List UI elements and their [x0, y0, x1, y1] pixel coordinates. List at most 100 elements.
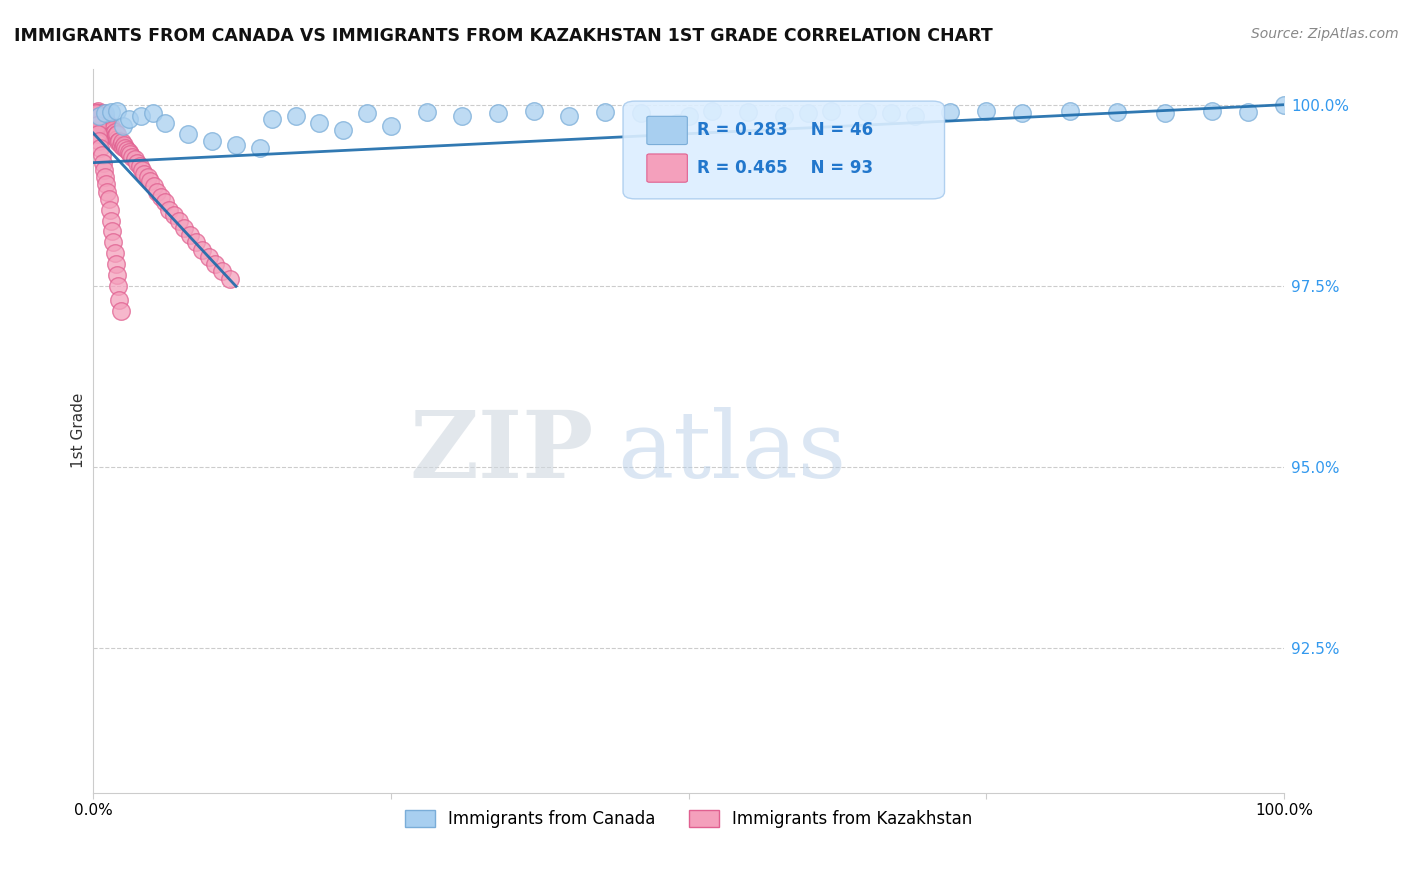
- Point: [157, 202, 180, 217]
- Point: [197, 250, 219, 264]
- Point: [356, 106, 378, 120]
- Point: [90, 111, 112, 125]
- Point: [630, 106, 652, 120]
- Point: [94, 106, 117, 120]
- Point: [104, 257, 127, 271]
- Point: [91, 155, 114, 169]
- Point: [86, 118, 108, 132]
- Point: [451, 109, 474, 123]
- Point: [104, 128, 127, 143]
- Point: [150, 190, 173, 204]
- Y-axis label: 1st Grade: 1st Grade: [72, 392, 86, 468]
- Point: [107, 278, 129, 293]
- Point: [84, 106, 107, 120]
- Point: [136, 170, 159, 185]
- Point: [100, 105, 122, 120]
- Point: [96, 113, 118, 128]
- Point: [96, 120, 118, 135]
- Point: [115, 143, 138, 157]
- Text: ZIP: ZIP: [409, 408, 593, 498]
- Point: [112, 137, 135, 152]
- Point: [96, 185, 118, 199]
- Point: [110, 137, 132, 152]
- Point: [103, 127, 125, 141]
- Point: [89, 113, 111, 128]
- FancyBboxPatch shape: [647, 154, 688, 182]
- Point: [101, 224, 124, 238]
- Point: [94, 116, 117, 130]
- Point: [593, 105, 616, 120]
- Point: [146, 185, 169, 199]
- Text: atlas: atlas: [617, 408, 846, 498]
- Point: [90, 117, 112, 131]
- Point: [87, 127, 110, 141]
- Point: [100, 213, 122, 227]
- Point: [100, 125, 122, 139]
- Point: [204, 257, 226, 271]
- Point: [134, 167, 156, 181]
- Point: [100, 120, 122, 134]
- Text: R = 0.283    N = 46: R = 0.283 N = 46: [697, 121, 873, 139]
- Point: [308, 116, 330, 130]
- Point: [105, 103, 128, 118]
- Point: [190, 243, 212, 257]
- Point: [284, 109, 307, 123]
- Point: [128, 159, 150, 173]
- Point: [97, 192, 120, 206]
- Point: [124, 152, 146, 166]
- Point: [89, 118, 111, 132]
- FancyBboxPatch shape: [623, 101, 945, 199]
- Point: [380, 120, 402, 134]
- Point: [904, 109, 927, 123]
- Point: [1237, 105, 1260, 120]
- Point: [84, 105, 107, 120]
- Point: [89, 112, 111, 127]
- Point: [1011, 106, 1033, 120]
- Point: [86, 111, 108, 125]
- Point: [118, 145, 141, 159]
- Text: R = 0.465    N = 93: R = 0.465 N = 93: [697, 159, 873, 177]
- Point: [104, 246, 127, 260]
- Point: [142, 178, 165, 193]
- Point: [96, 120, 118, 134]
- Point: [93, 162, 115, 177]
- Point: [105, 268, 128, 282]
- Point: [104, 130, 127, 145]
- Point: [184, 235, 207, 250]
- Legend: Immigrants from Canada, Immigrants from Kazakhstan: Immigrants from Canada, Immigrants from …: [398, 804, 979, 835]
- Point: [84, 109, 107, 123]
- Point: [153, 195, 176, 210]
- Point: [665, 120, 688, 134]
- Point: [131, 162, 153, 177]
- FancyBboxPatch shape: [647, 116, 688, 145]
- Point: [856, 105, 879, 120]
- Point: [1201, 103, 1223, 118]
- Point: [665, 116, 688, 130]
- Point: [108, 134, 131, 148]
- Point: [219, 271, 242, 285]
- Point: [104, 125, 127, 139]
- Point: [105, 127, 128, 141]
- Point: [111, 136, 134, 150]
- Point: [1153, 106, 1175, 120]
- Point: [108, 293, 131, 308]
- Point: [105, 132, 128, 146]
- Point: [89, 134, 111, 148]
- Point: [201, 134, 224, 148]
- Point: [177, 127, 200, 141]
- Point: [90, 148, 112, 162]
- Point: [880, 106, 903, 120]
- Point: [89, 109, 111, 123]
- Point: [332, 123, 354, 137]
- Point: [1107, 105, 1129, 120]
- Point: [142, 106, 165, 120]
- Point: [1272, 97, 1295, 112]
- Point: [486, 106, 509, 120]
- Point: [89, 106, 111, 120]
- Point: [702, 103, 724, 118]
- Point: [96, 116, 118, 130]
- Point: [111, 139, 134, 153]
- Point: [94, 170, 117, 185]
- Point: [86, 113, 108, 128]
- Point: [796, 106, 818, 120]
